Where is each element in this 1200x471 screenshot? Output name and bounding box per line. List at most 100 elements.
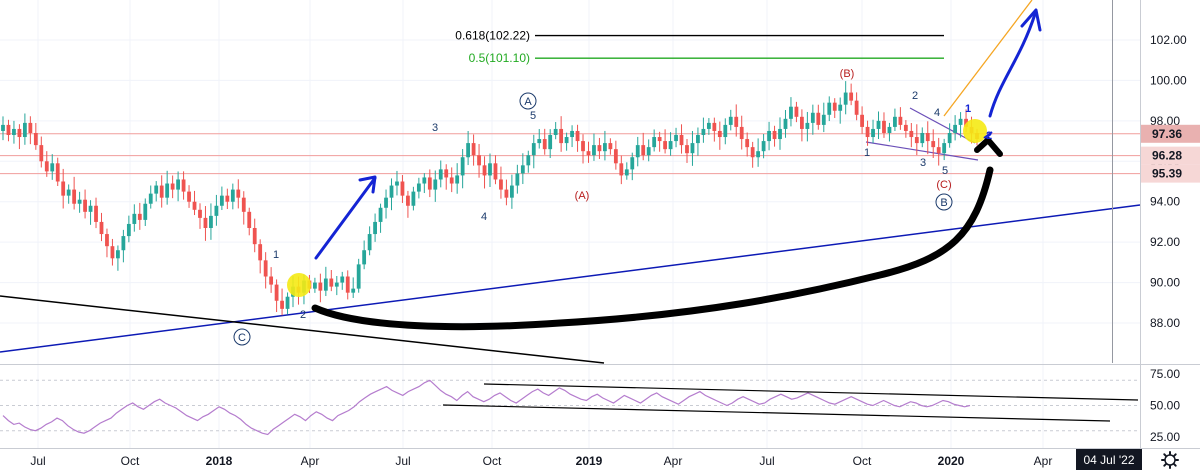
highlight-marker-right [963, 119, 987, 143]
wave-label-circle-b: B [940, 197, 947, 209]
blue-arrow-right-head [1020, 8, 1042, 32]
candle-body [116, 250, 120, 259]
date-badge [1076, 449, 1142, 470]
candle-body [947, 132, 952, 144]
gear-icon[interactable] [1161, 451, 1179, 469]
candle-body [592, 145, 596, 156]
candle-body [794, 106, 799, 117]
candle-body [181, 179, 186, 192]
fib-levels: 0.618(102.22) 0.5(101.10) [455, 29, 944, 65]
candle-body [66, 189, 71, 196]
candle-body [652, 137, 657, 148]
rsi-pane [0, 379, 1140, 436]
wave-circle-b [935, 193, 953, 211]
price-tag-label: 97.36 [1152, 127, 1182, 141]
candle-body [531, 143, 536, 156]
candle-body [597, 145, 602, 152]
candle-body [389, 185, 394, 198]
candle-body [898, 116, 903, 125]
candle-body [110, 246, 115, 259]
price-axis[interactable]: 88.0090.0092.0094.0096.0098.00100.00102.… [1150, 33, 1187, 330]
time-tick-label: Jul [759, 454, 774, 468]
candle-body [624, 169, 629, 176]
candle-body [400, 181, 405, 196]
candle-body [816, 112, 821, 125]
time-tick-label: Apr [1034, 454, 1053, 468]
candle-body [515, 173, 520, 186]
candle-body [526, 155, 531, 166]
candle-body [427, 177, 432, 190]
candle-body [882, 120, 886, 133]
black-curve-arrow [311, 166, 994, 331]
candle-body [706, 122, 711, 129]
candle-body [778, 128, 782, 140]
time-axis[interactable]: Jul Oct 2018 Apr Jul Oct 2019 Apr Jul Oct 2020 Apr [30, 454, 1052, 468]
wedge-lower-line [865, 141, 979, 161]
candle-body [783, 118, 788, 129]
candle-body [44, 161, 49, 172]
candle-body [477, 155, 481, 166]
black-curve-arrowhead [974, 137, 1003, 157]
wave-label-n2: 2 [986, 130, 992, 142]
time-tick-label: Oct [483, 454, 502, 468]
candle-body [39, 145, 44, 162]
candle-body [641, 145, 646, 156]
candle-body [553, 128, 558, 136]
candle-body [72, 189, 77, 204]
plot-background [0, 0, 1140, 363]
candle-body [17, 128, 22, 138]
candle-body [312, 282, 317, 289]
price-tick-label: 98.00 [1150, 114, 1180, 128]
candle-body [137, 213, 142, 220]
candle-body [958, 118, 963, 125]
rsi-axis[interactable]: 25.00 50.00 75.00 [1150, 367, 1180, 444]
candle-body [832, 102, 837, 111]
candle-body [619, 163, 624, 176]
candle-body [334, 282, 339, 287]
price-tick-label: 102.00 [1150, 33, 1187, 47]
candle-body [493, 163, 498, 180]
time-tick-label: Oct [853, 454, 872, 468]
wave-label-d1: 1 [864, 147, 870, 159]
candle-body [6, 124, 11, 136]
candle-body [345, 276, 350, 293]
price-axis-background [1140, 0, 1200, 471]
candle-body [756, 151, 761, 158]
candle-body [925, 132, 930, 142]
candle-body [548, 135, 553, 150]
candle-body [717, 130, 722, 138]
candle-body [214, 205, 219, 216]
price-tags: 97.36 96.28 95.39 [1141, 124, 1200, 183]
candle-body [318, 282, 323, 291]
candle-body [61, 181, 66, 196]
time-tick-label: Jul [30, 454, 45, 468]
candle-body [192, 201, 197, 210]
candle-body [384, 197, 388, 208]
candle-body [696, 135, 700, 144]
time-tick-label: 2020 [938, 454, 965, 468]
candle-body [416, 183, 421, 192]
candle-body [903, 124, 908, 131]
candle-body [422, 177, 427, 184]
price-tag [1141, 146, 1200, 165]
candle-body [285, 296, 290, 309]
candle-body [444, 169, 449, 178]
blue-arrow-right [988, 12, 1037, 118]
price-tick-label: 88.00 [1150, 316, 1180, 330]
black-trendline [0, 295, 605, 364]
candle-body [734, 116, 739, 127]
candle-body [433, 179, 438, 190]
wave-label-4: 4 [481, 211, 487, 223]
blue-arrow-small [983, 131, 993, 139]
candle-body [121, 236, 126, 251]
candle-body [83, 199, 87, 212]
candle-body [767, 130, 771, 142]
blue-arrow-left-head [358, 175, 377, 194]
candle-body [772, 130, 777, 140]
candle-body [586, 151, 591, 156]
price-tick-label: 90.00 [1150, 276, 1180, 290]
candle-body [630, 157, 635, 170]
candle-body [170, 183, 175, 190]
candles [1, 81, 979, 316]
candle-body [701, 128, 706, 136]
